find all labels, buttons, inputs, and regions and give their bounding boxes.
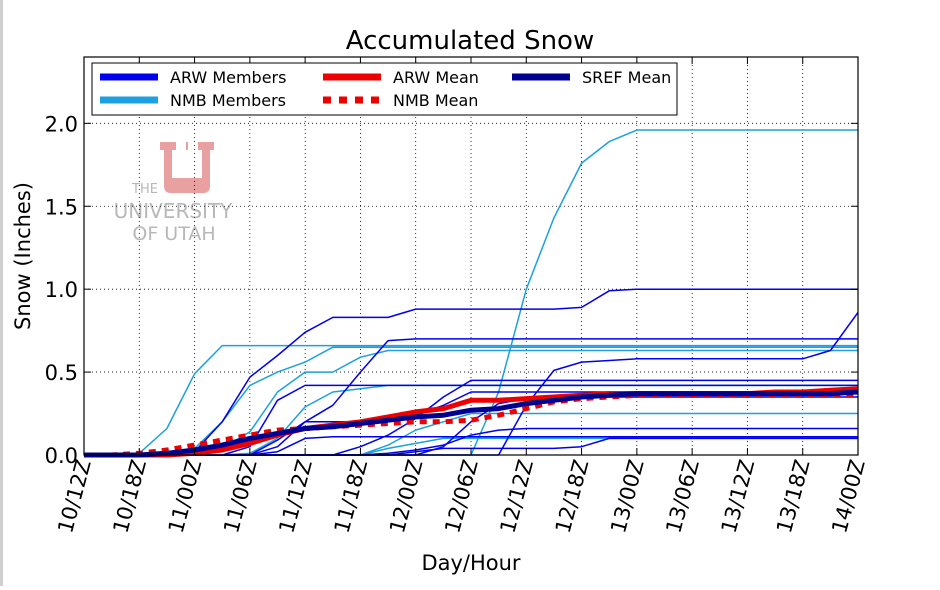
x-tick-label: 12/12Z <box>496 457 539 536</box>
watermark-of-utah: OF UTAH <box>132 223 215 245</box>
y-tick-label: 1.5 <box>45 195 78 219</box>
x-tick-label: 12/06Z <box>440 457 483 536</box>
y-tick-label: 2.0 <box>45 112 78 136</box>
x-tick-label: 12/18Z <box>551 457 594 536</box>
series-line-sref-mean-19 <box>84 389 859 458</box>
x-tick-label: 11/18Z <box>330 457 373 536</box>
watermark-university: UNIVERSITY <box>114 199 234 223</box>
legend-label-sref-mean: SREF Mean <box>582 68 671 87</box>
x-tick-label: 11/00Z <box>164 457 207 536</box>
x-axis-label: Day/Hour <box>421 551 520 575</box>
x-tick-label: 13/18Z <box>772 457 815 536</box>
y-axis-label: Snow (Inches) <box>11 182 35 330</box>
y-axis-ticks: 0.0 0.5 1.0 1.5 2.0 <box>45 112 858 468</box>
legend-box <box>91 62 678 116</box>
x-tick-label: 12/00Z <box>385 457 428 536</box>
y-tick-label: 0.0 <box>45 444 78 468</box>
series-line-nmb-member-0 <box>84 344 858 456</box>
series-line-arw-member-7 <box>84 288 858 456</box>
block-u-logo <box>160 142 214 193</box>
legend-label-nmb-member: NMB Members <box>170 91 286 110</box>
x-tick-label: 11/12Z <box>274 457 317 536</box>
legend-label-arw-mean: ARW Mean <box>393 68 479 87</box>
x-tick-label: 14/00Z <box>827 457 870 536</box>
chart-legend: ARW Members ARW Mean SREF Mean NMB Members N… <box>91 62 678 116</box>
y-tick-label: 0.5 <box>45 361 78 385</box>
x-tick-label: 13/12Z <box>717 457 760 536</box>
x-axis-ticks: 10/12Z 10/18Z 11/00Z 11/06Z 11/12Z 11/18Z 12/0… <box>53 57 870 536</box>
x-tick-label: 10/12Z <box>53 457 96 536</box>
x-tick-label: 11/06Z <box>219 457 262 536</box>
university-of-utah-watermark: THE UNIVERSITY OF UTAH <box>114 142 234 245</box>
watermark-the: THE <box>131 182 158 197</box>
x-tick-label: 13/00Z <box>606 457 649 536</box>
x-tick-label: 13/06Z <box>661 457 704 536</box>
chart-title: Accumulated Snow <box>346 26 594 56</box>
window-edge <box>0 0 3 586</box>
legend-label-arw-member: ARW Members <box>170 68 286 87</box>
legend-label-nmb-mean: NMB Mean <box>393 91 478 110</box>
y-tick-label: 1.0 <box>45 278 78 302</box>
x-tick-label: 10/18Z <box>109 457 152 536</box>
